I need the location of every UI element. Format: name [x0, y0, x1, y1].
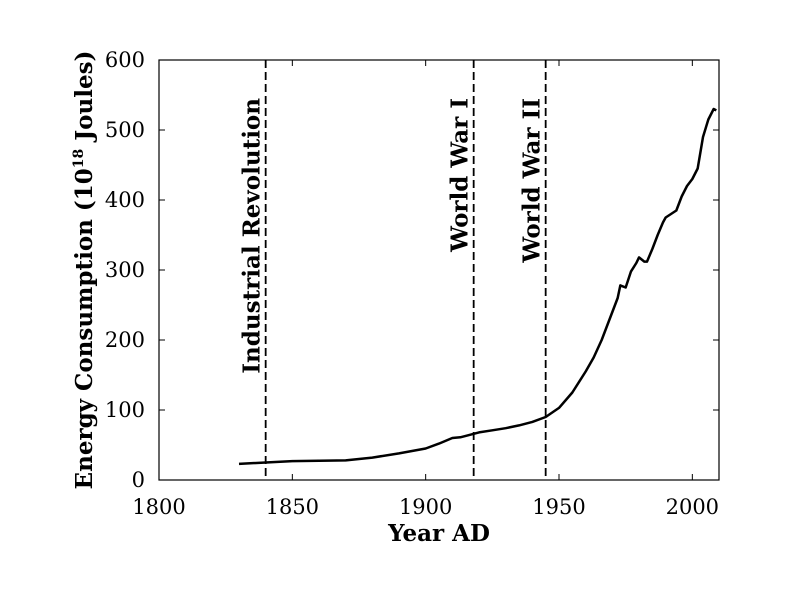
y-axis: 0 100 200 300 400 500 600: [105, 48, 719, 492]
annotations-layer: Industrial Revolution World War I World Wa…: [239, 60, 547, 480]
energy-consumption-line: [238, 107, 717, 466]
y-tick-label: 400: [105, 188, 145, 212]
plot-area: [159, 60, 719, 480]
x-tick-label: 2000: [666, 495, 719, 519]
y-tick-label: 100: [105, 398, 145, 422]
y-axis-label: Energy Consumption (1018 Joules): [71, 51, 98, 490]
annotation-label: Industrial Revolution: [239, 98, 266, 374]
annotation-label: World War II: [519, 98, 546, 264]
x-tick-label: 1900: [399, 495, 452, 519]
y-tick-label: 300: [105, 258, 145, 282]
y-tick-label: 600: [105, 48, 145, 72]
x-axis: 1800 1850 1900 1950 2000: [132, 60, 719, 519]
y-axis-label-suffix: Joules): [71, 51, 98, 149]
annotation-label: World War I: [447, 98, 474, 253]
x-axis-label: Year AD: [387, 520, 490, 547]
y-axis-label-prefix: Energy Consumption (10: [71, 168, 98, 489]
x-tick-label: 1800: [132, 495, 185, 519]
x-tick-label: 1950: [532, 495, 585, 519]
y-tick-label: 0: [132, 468, 145, 492]
y-tick-label: 200: [105, 328, 145, 352]
y-tick-label: 500: [105, 118, 145, 142]
x-tick-label: 1850: [266, 495, 319, 519]
y-axis-label-superscript: 18: [71, 149, 87, 168]
